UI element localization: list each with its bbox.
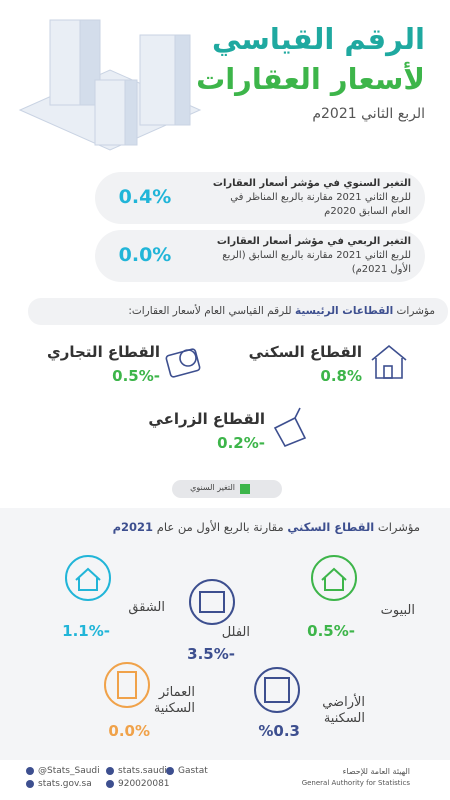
footer-icons — [26, 767, 174, 788]
sector-value: -0.5% — [112, 367, 160, 385]
residential-name: الشقق — [128, 600, 165, 615]
footer-org-en: General Authority for Statistics — [301, 779, 410, 787]
heading-post: للرقم القياسي العام لأسعار العقارات: — [128, 305, 292, 317]
summary-rest: للربع الثاني 2021 مقارنة بالربع السابق (… — [222, 250, 411, 275]
subtitle: الربع الثاني 2021م — [312, 106, 425, 122]
residential-name: العمائر السكنية — [153, 685, 195, 716]
sectors-heading: مؤشرات القطاعات الرئيسية للرقم القياسي ا… — [128, 305, 435, 317]
summary-value: 0.0% — [118, 244, 172, 266]
legend-label: التغير السنوي — [190, 483, 235, 492]
sector-name: القطاع الزراعي — [148, 410, 265, 428]
summary-text: التغير السنوي في مؤشر أسعار العقارات للر… — [211, 177, 411, 219]
sector-icons — [165, 344, 407, 448]
buildings-illustration — [18, 19, 202, 151]
footer-website[interactable]: stats.gov.sa — [38, 779, 92, 789]
residential-value: -1.1% — [62, 622, 110, 640]
heading-pre: مؤشرات — [377, 520, 420, 534]
summary-card: التغير الربعي في مؤشر أسعار العقارات للر… — [95, 230, 425, 282]
legend-bg — [172, 480, 282, 498]
residential-value: %0.3 — [258, 722, 300, 740]
title-line2: لأسعار العقارات — [196, 62, 425, 96]
heading-bold: 2021م — [112, 520, 154, 534]
heading-bold: القطاع السكني — [287, 520, 375, 534]
summary-card: التغير السنوي في مؤشر أسعار العقارات للر… — [95, 172, 425, 224]
footer-org-ar: الهيئة العامة للإحصاء — [342, 767, 410, 776]
sector-value: 0.8% — [320, 367, 362, 385]
title-line1: الرقم القياسي — [212, 22, 425, 56]
legend-swatch — [240, 484, 250, 494]
residential-value: -3.5% — [187, 645, 235, 663]
footer-phone: 920020081 — [118, 779, 170, 789]
sector-heading-bg — [28, 298, 448, 325]
heading-bold: القطاعات الرئيسية — [294, 305, 394, 317]
summary-value: 0.4% — [118, 186, 172, 208]
residential-value: 0.0% — [108, 722, 150, 740]
heading-pre: مؤشرات — [396, 305, 435, 317]
sector-name: القطاع التجاري — [46, 343, 160, 361]
footer-linkedin[interactable]: Gastat — [178, 766, 208, 776]
residential-icons — [65, 555, 357, 713]
residential-bg — [0, 508, 450, 760]
heading-post: مقارنة بالربع الأول من عام — [156, 520, 284, 534]
residential-name: البيوت — [380, 603, 415, 618]
residential-value: -0.5% — [307, 622, 355, 640]
summary-bold: التغير الربعي في مؤشر أسعار العقارات — [216, 236, 411, 247]
summary-bold: التغير السنوي في مؤشر أسعار العقارات — [212, 178, 411, 189]
summary-rest: للربع الثاني 2021 مقارنة بالربع المناظر … — [230, 192, 411, 217]
residential-name: الفلل — [221, 625, 250, 640]
sector-name: القطاع السكني — [248, 343, 362, 361]
residential-heading: مؤشرات القطاع السكني مقارنة بالربع الأول… — [113, 520, 420, 534]
footer-twitter[interactable]: @Stats_Saudi — [38, 766, 100, 776]
residential-name: الأراضي السكنية — [322, 695, 365, 726]
sector-value: -0.2% — [217, 434, 265, 452]
footer-facebook[interactable]: stats.saudi — [118, 766, 167, 776]
summary-text: التغير الربعي في مؤشر أسعار العقارات للر… — [211, 235, 411, 277]
